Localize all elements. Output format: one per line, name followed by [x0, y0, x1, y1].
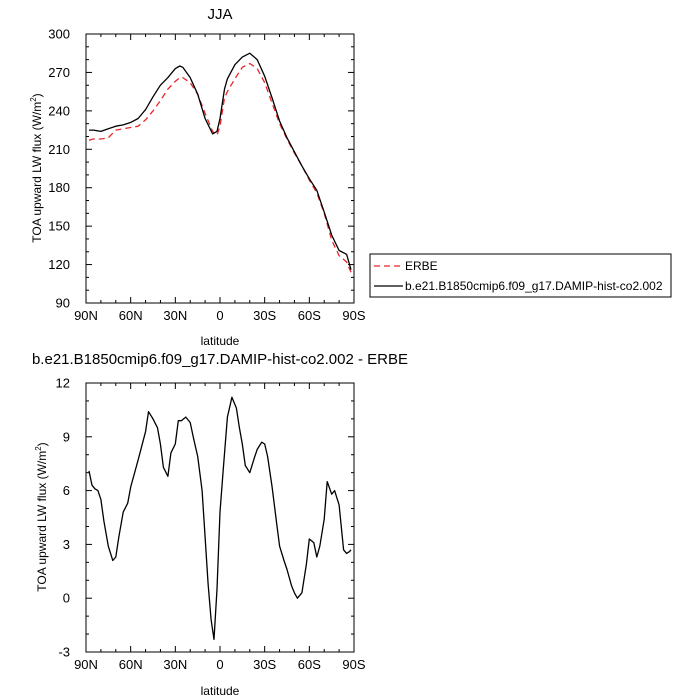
bottom-panel: b.e21.B1850cmip6.f09_g17.DAMIP-hist-co2.…	[32, 351, 408, 698]
top-series-line-1	[89, 52, 352, 270]
legend: ERBE b.e21.B1850cmip6.f09_g17.DAMIP-hist…	[369, 253, 672, 298]
bottom-y-tick-label: 3	[63, 537, 70, 552]
bottom-chart-title: b.e21.B1850cmip6.f09_g17.DAMIP-hist-co2.…	[32, 351, 408, 368]
bottom-x-tick-label: 60S	[298, 657, 321, 672]
top-x-tick-label: 90S	[342, 308, 365, 323]
legend-label-erbe: ERBE	[405, 259, 438, 273]
top-x-tick-label: 30S	[253, 308, 276, 323]
top-y-tick-label: 210	[48, 142, 70, 157]
top-y-tick-label: 240	[48, 103, 70, 118]
bottom-x-axis-label: latitude	[201, 684, 240, 698]
legend-label-model: b.e21.B1850cmip6.f09_g17.DAMIP-hist-co2.…	[405, 279, 663, 293]
top-x-tick-label: 60N	[119, 308, 143, 323]
top-x-tick-label: 90N	[74, 308, 98, 323]
bottom-x-tick-label: 0	[216, 657, 223, 672]
top-y-tick-label: 300	[48, 27, 70, 42]
top-y-tick-label: 90	[56, 296, 70, 311]
bottom-y-tick-label: 12	[56, 376, 70, 391]
top-series-layer	[88, 52, 352, 273]
bottom-y-tick-label: 9	[63, 429, 70, 444]
top-tick-layer: 90N 60N 30N 0 30S 60S 90S 90 120 150 180 210 240 270 3…	[48, 27, 366, 324]
top-x-tick-label: 60S	[298, 308, 321, 323]
bottom-y-tick-label: 0	[63, 591, 70, 606]
top-plot-frame	[85, 33, 355, 304]
bottom-x-tick-label: 30S	[253, 657, 276, 672]
top-y-tick-label: 180	[48, 180, 70, 195]
bottom-y-tick-label: 6	[63, 483, 70, 498]
top-x-tick-label: 0	[216, 308, 223, 323]
top-panel: JJA TOA upward LW flux (W/m2) latitude 9…	[29, 6, 366, 348]
bottom-y-tick-label: -3	[58, 645, 70, 660]
top-y-tick-label: 270	[48, 65, 70, 80]
bottom-tick-layer: 90N 60N 30N 0 30S 60S 90S -3 0 3 6 9 12	[56, 376, 366, 673]
bottom-x-tick-label: 30N	[163, 657, 187, 672]
top-x-axis-label: latitude	[201, 334, 240, 348]
bottom-x-tick-label: 90N	[74, 657, 98, 672]
bottom-y-axis-label: TOA upward LW flux (W/m2)	[34, 442, 49, 591]
legend-box	[369, 253, 672, 298]
top-x-tick-label: 30N	[163, 308, 187, 323]
top-y-tick-label: 150	[48, 219, 70, 234]
bottom-plot-frame	[85, 382, 355, 653]
bottom-x-tick-label: 60N	[119, 657, 143, 672]
top-y-axis-label: TOA upward LW flux (W/m2)	[29, 93, 44, 242]
bottom-x-tick-label: 90S	[342, 657, 365, 672]
top-series-line-0	[88, 62, 352, 273]
top-y-tick-label: 120	[48, 257, 70, 272]
top-chart-title: JJA	[207, 6, 232, 23]
bottom-series-layer	[88, 396, 352, 641]
bottom-series-line-0	[88, 396, 352, 641]
